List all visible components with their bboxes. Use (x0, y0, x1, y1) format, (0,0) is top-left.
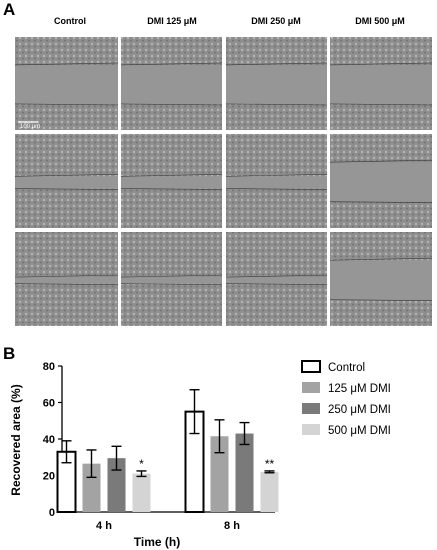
micrograph-r2-c3 (225, 134, 328, 228)
bar-4-2 (260, 471, 279, 512)
micrograph-r3-c4 (329, 232, 433, 326)
bar-2-2 (210, 436, 229, 512)
x-tick-label: 8 h (224, 520, 240, 532)
panel-a-letter: A (3, 0, 16, 19)
column-label-control: Control (54, 16, 86, 26)
legend-swatch (301, 360, 321, 373)
bar-3-2 (235, 433, 254, 512)
column-label-dmi250: DMI 250 μM (251, 16, 301, 26)
y-tick-label: 40 (43, 434, 55, 446)
legend-swatch (302, 403, 320, 414)
y-tick-label: 80 (43, 361, 55, 373)
legend-swatch (302, 424, 320, 435)
micrograph-grid (14, 37, 433, 326)
micrograph-r2-c1 (14, 134, 119, 228)
micrograph-r1-c1 (14, 37, 119, 130)
micrograph-r2-c2 (120, 134, 223, 228)
legend-entry: 500 μM DMI (328, 425, 391, 437)
legend-entry: Control (328, 362, 365, 374)
y-tick-label: 0 (49, 507, 55, 519)
micrograph-r3-c2 (120, 232, 223, 326)
x-tick-label: 4 h (96, 520, 112, 532)
y-tick-label: 20 (43, 471, 55, 483)
y-tick-label: 60 (43, 398, 55, 410)
x-axis-label: Time (h) (134, 535, 180, 549)
legend-entry: 250 μM DMI (328, 404, 391, 416)
micrograph-r3-c3 (225, 232, 328, 326)
column-label-dmi125: DMI 125 μM (147, 16, 197, 26)
legend-entry: 125 μM DMI (328, 383, 391, 395)
scale-bar-label: 100 μm (20, 124, 41, 130)
bar-2-1 (82, 463, 101, 512)
y-axis-label: Recovered area (%) (9, 384, 23, 495)
micrograph-r2-c4 (329, 134, 433, 228)
bar-3-1 (107, 458, 126, 512)
micrograph-r1-c2 (120, 37, 223, 130)
panel-b-letter: B (3, 344, 16, 363)
column-label-dmi500: DMI 500 μM (355, 16, 405, 26)
micrograph-r1-c4 (329, 37, 433, 130)
significance-label: ** (265, 457, 275, 471)
bar-4-1 (132, 473, 151, 512)
legend-swatch (302, 382, 320, 393)
significance-label: * (139, 457, 144, 471)
micrograph-r1-c3 (225, 37, 328, 130)
micrograph-r3-c1 (14, 232, 119, 326)
bar-chart: Recovered area (%) Time (h) 0 20 40 60 80 * 4 … (9, 360, 391, 549)
